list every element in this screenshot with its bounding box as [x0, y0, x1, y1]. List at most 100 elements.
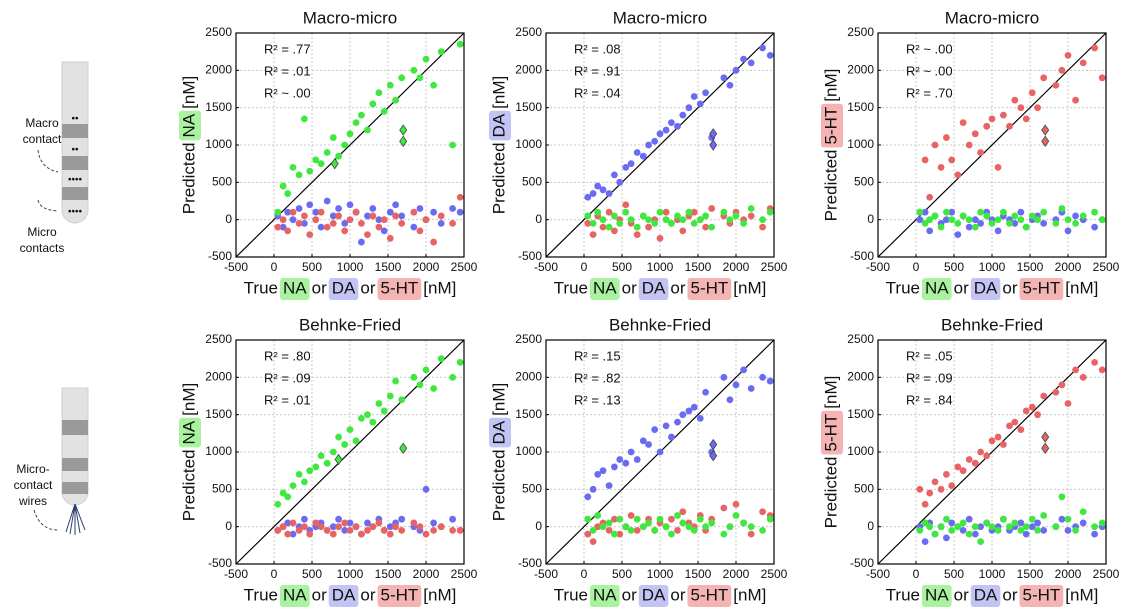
x-tick-label: -500: [224, 260, 248, 274]
point: [317, 208, 325, 216]
point: [295, 171, 303, 179]
identity-line: [877, 339, 1107, 565]
x-label-word: or: [670, 585, 685, 604]
annotation: R² = .01: [264, 63, 311, 78]
label-highlight: [687, 278, 732, 300]
point: [279, 223, 287, 231]
point: [1006, 523, 1013, 531]
annotation: R² = .08: [574, 41, 621, 56]
point: [317, 452, 325, 460]
point: [430, 385, 437, 392]
annotation: R² = .01: [264, 392, 311, 407]
annotation: R² = .09: [906, 370, 953, 385]
electrode-macro: •• •• •••• ••••: [37, 61, 89, 224]
point: [1022, 407, 1030, 415]
point: [398, 515, 406, 523]
point: [954, 523, 962, 531]
point: [977, 523, 984, 531]
x-label-word: 5-HT: [690, 278, 728, 297]
point: [437, 212, 445, 220]
point: [759, 527, 766, 534]
point: [589, 190, 597, 197]
point: [983, 519, 991, 527]
scatter-panel: -500 0 500 1000 1500 2000 2500 -500 0 500 1000 1500…: [821, 315, 1120, 607]
point: [926, 489, 934, 497]
label-highlight: [377, 278, 422, 300]
point: [1000, 441, 1007, 448]
point: [594, 208, 602, 216]
point: [616, 220, 624, 227]
y-tick-label: -500: [208, 249, 232, 263]
point: [994, 433, 1002, 441]
point: [948, 519, 956, 527]
point: [410, 373, 418, 381]
y-tick-label: 500: [212, 175, 232, 189]
x-label-word: [nM]: [423, 278, 456, 297]
y-tick-label: 500: [854, 175, 874, 189]
point: [599, 186, 607, 194]
point: [937, 223, 945, 231]
x-label-word: or: [622, 278, 637, 297]
point: [685, 523, 693, 531]
point: [341, 519, 349, 527]
point: [346, 130, 354, 138]
point: [456, 359, 464, 366]
point: [369, 100, 377, 108]
point: [605, 519, 613, 527]
point: [983, 452, 991, 460]
point: [726, 396, 734, 404]
point: [301, 515, 308, 523]
point: [386, 81, 394, 89]
point: [708, 205, 716, 212]
y-tick-label: 1500: [205, 100, 232, 114]
point: [323, 223, 331, 231]
point: [732, 212, 740, 220]
annotation: R² = .82: [574, 370, 621, 385]
point: [398, 212, 406, 220]
point: [584, 515, 592, 523]
diagram-label: Macro: [25, 116, 59, 130]
point: [1091, 44, 1098, 52]
diagram-label: Micro-: [16, 462, 49, 476]
y-tick-label: 2000: [847, 370, 874, 384]
point: [948, 208, 956, 216]
point: [456, 208, 464, 216]
point: [1011, 96, 1019, 104]
point: [702, 223, 709, 231]
y-tick-label: 1000: [847, 137, 874, 151]
x-tick-label: 500: [302, 567, 322, 581]
diagram-label: contact: [23, 132, 62, 146]
x-label-word: NA: [593, 278, 617, 297]
point: [926, 227, 934, 235]
point: [594, 182, 602, 190]
point: [971, 530, 979, 538]
point: [921, 519, 929, 527]
point: [422, 530, 430, 538]
y-tick-label: 1500: [515, 407, 542, 421]
point: [392, 523, 399, 531]
point: [1017, 527, 1025, 534]
point: [1072, 220, 1079, 227]
point: [685, 208, 693, 216]
point: [622, 208, 630, 216]
point: [759, 373, 766, 381]
point: [971, 523, 979, 531]
point: [611, 171, 618, 179]
point: [380, 527, 388, 534]
chart-title: Macro-micro: [945, 8, 1039, 27]
point: [943, 134, 950, 141]
point: [954, 220, 962, 227]
point: [1064, 227, 1072, 235]
point: [369, 205, 377, 212]
point: [971, 216, 979, 224]
point: [301, 523, 308, 531]
x-label-word: NA: [593, 585, 617, 604]
point: [645, 216, 652, 224]
point: [645, 223, 652, 231]
point: [386, 208, 394, 216]
y-axis-label: Predicted DA [nM]: [489, 383, 511, 521]
plot-frame: [235, 339, 465, 565]
point: [358, 415, 365, 422]
x-label-word: [nM]: [1065, 585, 1098, 604]
point: [696, 100, 704, 108]
